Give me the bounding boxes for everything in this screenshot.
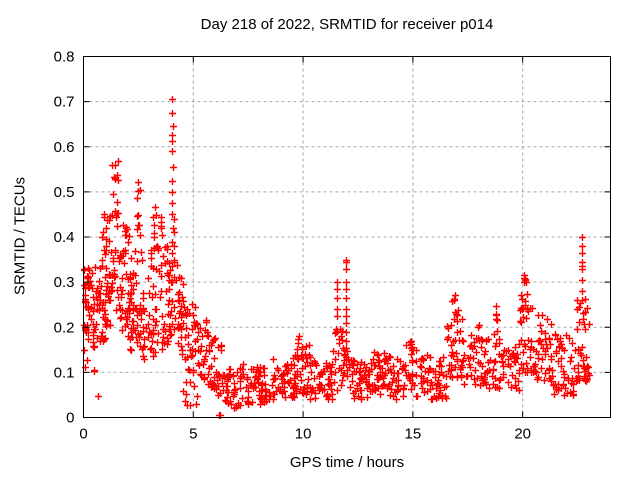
tick-labels: 0 0.1 0.2 0.3 0.4 0.5 0.6 0.7 0.8 0 5 10 15 20 bbox=[54, 49, 531, 443]
y-tick-label: 0.2 bbox=[54, 319, 75, 336]
data-points bbox=[81, 96, 593, 419]
y-tick-label: 0.5 bbox=[54, 184, 75, 201]
x-axis-label: GPS time / hours bbox=[289, 454, 405, 471]
y-tick-label: 0.6 bbox=[54, 139, 75, 156]
y-tick-label: 0.1 bbox=[54, 364, 75, 381]
y-tick-label: 0 bbox=[66, 410, 74, 427]
y-tick-label: 0.8 bbox=[54, 49, 75, 66]
plot-border-and-ticks bbox=[83, 56, 611, 418]
y-tick-label: 0.7 bbox=[54, 94, 75, 111]
x-tick-label: 10 bbox=[295, 426, 312, 443]
chart-title: Day 218 of 2022, SRMTID for receiver p01… bbox=[200, 16, 494, 33]
y-tick-label: 0.3 bbox=[54, 274, 75, 291]
x-tick-label: 0 bbox=[79, 426, 87, 443]
y-tick-label: 0.4 bbox=[54, 229, 75, 246]
x-tick-label: 5 bbox=[189, 426, 197, 443]
x-tick-label: 15 bbox=[405, 426, 422, 443]
y-axis-label: SRMTID / TECUs bbox=[11, 176, 29, 296]
x-tick-label: 20 bbox=[514, 426, 531, 443]
